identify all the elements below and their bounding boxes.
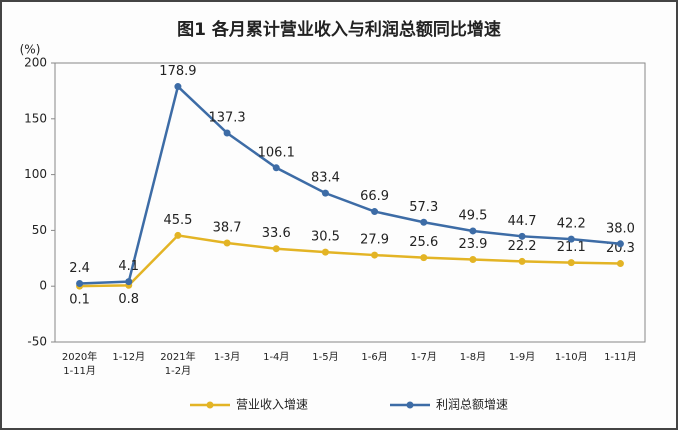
- data-label: 30.5: [311, 230, 340, 245]
- x-tick-label: 1-12月: [112, 351, 145, 363]
- y-axis-label: (%): [20, 43, 41, 57]
- data-label: 49.5: [458, 208, 487, 223]
- marker: [223, 239, 231, 247]
- marker: [76, 280, 84, 288]
- marker: [616, 240, 624, 248]
- marker: [616, 260, 624, 268]
- marker: [272, 164, 280, 172]
- data-label: 0.1: [69, 293, 90, 308]
- x-tick-label: 1-2月: [165, 365, 191, 377]
- marker: [371, 251, 379, 259]
- marker: [420, 218, 428, 226]
- marker: [469, 227, 477, 235]
- marker: [321, 248, 329, 256]
- x-tick-label: 1-6月: [361, 351, 387, 363]
- marker: [518, 232, 526, 240]
- x-tick-label: 1-8月: [460, 351, 486, 363]
- marker: [223, 129, 231, 137]
- data-label: 45.5: [163, 213, 192, 228]
- marker: [469, 256, 477, 264]
- y-tick-label: 100: [24, 167, 47, 181]
- data-label: 20.3: [606, 241, 635, 256]
- legend-label: 利润总额增速: [436, 398, 508, 412]
- x-tick-label: 1-4月: [263, 351, 289, 363]
- data-label: 23.9: [458, 237, 487, 252]
- data-label: 33.6: [262, 226, 291, 241]
- data-label: 66.9: [360, 189, 389, 204]
- y-tick-label: 150: [24, 111, 47, 125]
- x-tick-label: 2021年: [160, 350, 195, 363]
- plot-frame: [54, 62, 646, 343]
- y-tick-label: -50: [27, 335, 47, 349]
- marker: [420, 254, 428, 262]
- marker: [518, 257, 526, 265]
- data-label: 38.7: [213, 221, 242, 236]
- data-label: 0.8: [118, 292, 139, 307]
- marker: [567, 235, 575, 243]
- x-tick-label: 2020年: [62, 350, 97, 363]
- marker: [174, 231, 182, 239]
- data-label: 178.9: [159, 64, 196, 79]
- data-label: 137.3: [208, 110, 245, 125]
- data-label: 21.1: [557, 240, 586, 255]
- y-tick-label: 200: [24, 56, 47, 70]
- x-tick-label: 1-10月: [555, 351, 588, 363]
- x-tick-label: 1-11月: [63, 365, 96, 377]
- marker: [125, 278, 133, 286]
- y-tick-label: 50: [32, 223, 47, 237]
- data-label: 44.7: [508, 214, 537, 229]
- x-tick-label: 1-5月: [312, 351, 338, 363]
- legend-label: 营业收入增速: [236, 398, 308, 412]
- data-label: 25.6: [409, 235, 438, 250]
- series-line: [79, 84, 621, 285]
- data-label: 22.2: [508, 239, 537, 254]
- data-label: 83.4: [311, 171, 340, 186]
- x-tick-label: 1-11月: [604, 351, 637, 363]
- y-tick-label: 0: [39, 279, 47, 293]
- data-label: 2.4: [69, 261, 90, 276]
- marker: [321, 189, 329, 197]
- x-tick-label: 1-9月: [509, 351, 535, 363]
- x-tick-label: 1-7月: [411, 351, 437, 363]
- marker: [371, 208, 379, 216]
- legend-marker: [406, 401, 414, 409]
- data-label: 27.9: [360, 233, 389, 248]
- data-label: 57.3: [409, 200, 438, 215]
- marker: [174, 83, 182, 91]
- marker: [567, 259, 575, 267]
- data-label: 38.0: [606, 221, 635, 236]
- legend-marker: [206, 401, 214, 409]
- data-label: 106.1: [258, 145, 295, 160]
- series-line: [79, 234, 621, 288]
- chart-title: 图1 各月累计营业收入与利润总额同比增速: [177, 19, 501, 40]
- marker: [272, 245, 280, 253]
- data-label: 4.1: [118, 259, 139, 274]
- x-tick-label: 1-3月: [214, 351, 240, 363]
- data-label: 42.2: [557, 217, 586, 232]
